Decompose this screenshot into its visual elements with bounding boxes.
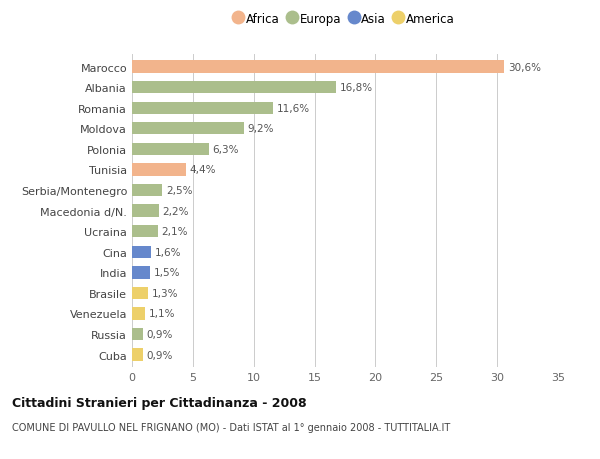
Legend: Africa, Europa, Asia, America: Africa, Europa, Asia, America — [235, 12, 455, 26]
Text: 4,4%: 4,4% — [189, 165, 216, 175]
Bar — [132, 143, 209, 156]
Bar — [132, 349, 143, 361]
Text: 1,3%: 1,3% — [151, 288, 178, 298]
Text: 30,6%: 30,6% — [508, 62, 541, 73]
Text: 0,9%: 0,9% — [146, 330, 173, 339]
Bar — [132, 308, 145, 320]
Bar — [132, 61, 505, 73]
Bar — [132, 246, 151, 258]
Text: 16,8%: 16,8% — [340, 83, 373, 93]
Text: 1,6%: 1,6% — [155, 247, 182, 257]
Bar — [132, 164, 185, 176]
Text: 6,3%: 6,3% — [212, 145, 239, 155]
Bar — [132, 102, 273, 115]
Bar — [132, 185, 163, 197]
Bar — [132, 328, 143, 341]
Text: 9,2%: 9,2% — [248, 124, 274, 134]
Text: 0,9%: 0,9% — [146, 350, 173, 360]
Text: 2,1%: 2,1% — [161, 227, 188, 237]
Text: 2,5%: 2,5% — [166, 185, 193, 196]
Bar — [132, 123, 244, 135]
Text: 1,1%: 1,1% — [149, 309, 176, 319]
Bar — [132, 205, 159, 217]
Text: 11,6%: 11,6% — [277, 103, 310, 113]
Bar — [132, 82, 337, 94]
Text: Cittadini Stranieri per Cittadinanza - 2008: Cittadini Stranieri per Cittadinanza - 2… — [12, 396, 307, 409]
Text: 1,5%: 1,5% — [154, 268, 181, 278]
Bar — [132, 267, 150, 279]
Bar — [132, 287, 148, 299]
Bar — [132, 225, 158, 238]
Text: 2,2%: 2,2% — [163, 206, 189, 216]
Text: COMUNE DI PAVULLO NEL FRIGNANO (MO) - Dati ISTAT al 1° gennaio 2008 - TUTTITALIA: COMUNE DI PAVULLO NEL FRIGNANO (MO) - Da… — [12, 423, 450, 432]
